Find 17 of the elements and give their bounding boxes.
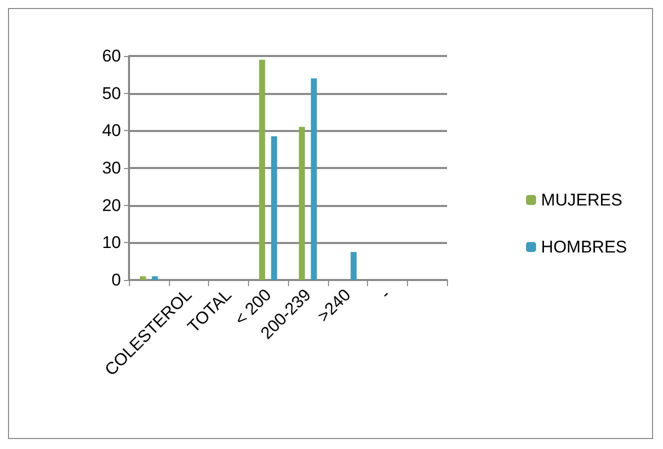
legend-label: MUJERES [541,190,622,210]
bar [298,126,305,280]
bar [140,276,146,280]
y-tick-label: 20 [102,196,121,215]
x-tick-label: - [376,285,394,303]
y-tick-label: 30 [102,158,121,178]
y-tick-label: 60 [102,46,121,66]
legend-label: HOMBRES [541,238,628,256]
bar [259,60,266,280]
bar [152,276,158,280]
bar [271,136,278,280]
bar [310,78,317,280]
y-tick-label: 0 [112,270,121,290]
bar [350,252,357,280]
y-tick-label: 40 [102,121,121,140]
y-tick-label: 10 [102,233,121,252]
y-tick-label: 50 [102,84,121,103]
